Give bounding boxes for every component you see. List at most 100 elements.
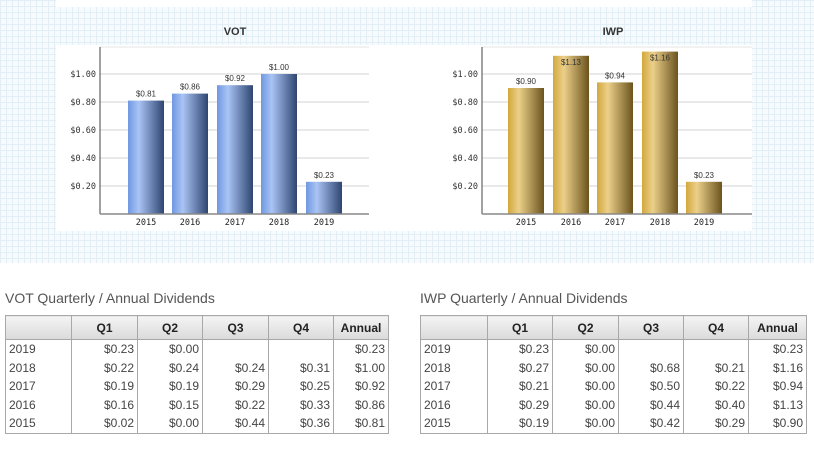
bar-2019 [686, 181, 722, 214]
top-strip [56, 0, 752, 7]
column-header: Q3 [618, 315, 684, 340]
year-cell: 2018 [5, 358, 72, 377]
table-row: 2015 $0.02 $0.00 $0.44 $0.36 $0.81 [5, 414, 389, 434]
year-cell: 2015 [420, 414, 488, 434]
table-header-row: Q1 Q2 Q3 Q4 Annual [5, 315, 389, 340]
column-header: Annual [748, 315, 807, 340]
dividend-cell: $0.36 [268, 414, 334, 434]
bar-value-label: $0.86 [180, 83, 201, 92]
bar-2017 [597, 82, 633, 215]
column-header: Q2 [137, 315, 203, 340]
bar-2015 [508, 88, 544, 214]
dividend-cell: $0.15 [137, 395, 203, 414]
table-row: 2018 $0.22 $0.24 $0.24 $0.31 $1.00 [5, 358, 389, 377]
iwp-table-title: IWP Quarterly / Annual Dividends [420, 290, 628, 306]
dividend-cell: $0.44 [202, 414, 269, 434]
column-header: Annual [333, 315, 389, 340]
dividend-cell: $0.24 [137, 358, 203, 377]
dividend-cell: $0.19 [71, 377, 138, 396]
dividend-cell: $0.19 [137, 377, 203, 396]
table-row: 2016 $0.29 $0.00 $0.44 $0.40 $1.13 [420, 395, 807, 414]
dividend-cell: $0.29 [487, 395, 553, 414]
bar-2015 [128, 100, 164, 214]
year-cell: 2017 [5, 377, 72, 396]
x-tick-label: 2019 [694, 218, 714, 228]
table-row: 2017 $0.19 $0.19 $0.29 $0.25 $0.92 [5, 377, 389, 396]
dividend-cell: $0.92 [333, 377, 389, 396]
column-header: Q1 [487, 315, 553, 340]
y-tick-label: $1.00 [70, 70, 96, 80]
iwp-dividends-table: Q1 Q2 Q3 Q4 Annual 2019 $0.23 $0.00 $0.23 2018 $0… [420, 315, 807, 434]
table-row: 2016 $0.16 $0.15 $0.22 $0.33 $0.86 [5, 395, 389, 414]
year-cell: 2015 [5, 414, 72, 434]
y-tick-label: $0.20 [452, 182, 478, 192]
table-row: 2017 $0.21 $0.00 $0.50 $0.22 $0.94 [420, 377, 807, 396]
dividend-cell [618, 339, 684, 359]
y-tick-label: $0.80 [70, 98, 96, 108]
bar-2019 [306, 181, 342, 214]
bar-value-label: $0.23 [314, 171, 335, 180]
year-cell: 2016 [5, 395, 72, 414]
column-header: Q4 [268, 315, 334, 340]
dividend-cell: $0.00 [137, 414, 203, 434]
column-header [420, 315, 488, 340]
dividend-cell: $0.23 [487, 339, 553, 359]
dividend-cell: $0.31 [268, 358, 334, 377]
year-cell: 2019 [5, 339, 72, 359]
y-tick-label: $0.40 [70, 154, 96, 164]
dividend-cell [683, 339, 749, 359]
dividend-cell: $0.00 [552, 377, 619, 396]
dividend-cell: $0.16 [71, 395, 138, 414]
bar-value-label: $0.23 [694, 171, 715, 180]
dividend-cell: $1.00 [333, 358, 389, 377]
y-tick-label: $0.80 [452, 98, 478, 108]
bar-value-label: $1.16 [650, 54, 671, 63]
x-tick-label: 2019 [314, 218, 334, 228]
dividend-cell: $0.19 [487, 414, 553, 434]
dividend-cell: $0.21 [487, 377, 553, 396]
bar-value-label: $0.81 [136, 90, 157, 99]
table-row: 2015 $0.19 $0.00 $0.42 $0.29 $0.90 [420, 414, 807, 434]
dividend-cell: $0.22 [683, 377, 749, 396]
x-tick-label: 2017 [225, 218, 245, 228]
y-tick-label: $0.60 [452, 126, 478, 136]
dividend-cell: $0.02 [71, 414, 138, 434]
vot-dividends-table: Q1 Q2 Q3 Q4 Annual 2019 $0.23 $0.00 $0.23 2018 $0… [5, 315, 389, 434]
dividend-cell: $0.86 [333, 395, 389, 414]
vot-chart-title: VOT [223, 26, 247, 38]
x-tick-label: 2018 [269, 218, 289, 228]
dividend-cell: $0.24 [202, 358, 269, 377]
dividend-cell: $0.29 [202, 377, 269, 396]
vot-table-title: VOT Quarterly / Annual Dividends [5, 290, 215, 306]
dividend-cell: $0.40 [683, 395, 749, 414]
dividend-cell: $0.00 [552, 414, 619, 434]
x-tick-label: 2016 [180, 218, 200, 228]
dividend-cell: $0.90 [748, 414, 807, 434]
bar-2016 [553, 55, 589, 214]
dividend-cell: $0.00 [552, 339, 619, 359]
table-row: 2019 $0.23 $0.00 $0.23 [420, 339, 807, 359]
bar-2018 [642, 51, 678, 214]
bar-2017 [217, 85, 253, 214]
dividend-cell: $0.33 [268, 395, 334, 414]
dividend-cell: $0.23 [748, 339, 807, 359]
dividend-cell: $0.25 [268, 377, 334, 396]
x-tick-label: 2017 [605, 218, 625, 228]
dividend-cell: $0.23 [71, 339, 138, 359]
dividend-cell: $0.94 [748, 377, 807, 396]
bar-value-label: $0.90 [516, 77, 537, 86]
year-cell: 2018 [420, 358, 488, 377]
bar-value-label: $1.13 [561, 58, 582, 67]
dividend-cell: $0.27 [487, 358, 553, 377]
column-header [5, 315, 72, 340]
x-tick-label: 2015 [136, 218, 156, 228]
year-cell: 2019 [420, 339, 488, 359]
bar-2018 [261, 74, 297, 214]
bar-value-label: $1.00 [269, 63, 290, 72]
dividend-cell: $0.81 [333, 414, 389, 434]
column-header: Q4 [683, 315, 749, 340]
table-header-row: Q1 Q2 Q3 Q4 Annual [420, 315, 807, 340]
x-tick-label: 2018 [650, 218, 670, 228]
dividend-cell [268, 339, 334, 359]
x-tick-label: 2016 [561, 218, 581, 228]
